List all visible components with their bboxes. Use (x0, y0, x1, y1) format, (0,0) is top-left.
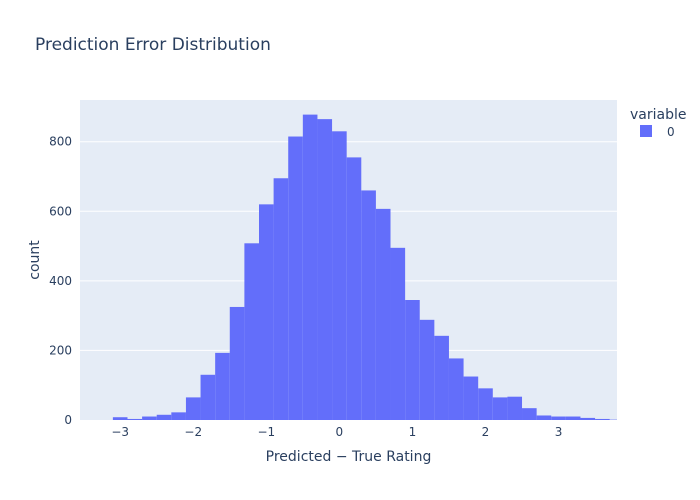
histogram-bar (346, 157, 362, 421)
histogram-bar (448, 358, 464, 420)
histogram-bar (229, 306, 245, 420)
histogram-bar (112, 417, 128, 420)
histogram-bar (127, 418, 143, 420)
y-tick-label: 0 (64, 413, 72, 427)
histogram-bar (419, 319, 435, 420)
x-tick-label: −3 (111, 425, 129, 439)
y-axis-ticks: 0 200 400 600 800 (49, 135, 72, 427)
x-axis-ticks: −3 −2 −1 0 1 2 3 (111, 425, 562, 439)
histogram-bar (580, 417, 596, 420)
x-tick-label: −2 (184, 425, 202, 439)
histogram-bar (478, 388, 493, 420)
histogram-bar (434, 335, 449, 420)
histogram-bar (522, 408, 537, 420)
histogram-bar (302, 114, 318, 420)
x-tick-label: 1 (409, 425, 417, 439)
bars (112, 114, 617, 421)
histogram-bar (390, 247, 406, 420)
histogram-bar (332, 131, 347, 420)
histogram-bar (259, 204, 274, 420)
legend-label: 0 (667, 125, 675, 139)
histogram-bar (551, 416, 566, 420)
histogram-bar (317, 119, 333, 420)
histogram-bar (565, 416, 581, 420)
chart-title: Prediction Error Distribution (35, 35, 271, 55)
histogram-bar (375, 208, 391, 420)
legend-item-0[interactable]: 0 (640, 125, 675, 139)
y-tick-label: 400 (49, 274, 72, 288)
legend-title: variable (630, 107, 686, 123)
histogram-bar (595, 418, 610, 420)
histogram-bar (288, 136, 303, 421)
histogram-bar (215, 352, 230, 420)
x-axis-title: Predicted − True Rating (266, 449, 432, 465)
histogram-bar (405, 300, 420, 420)
x-tick-label: 3 (555, 425, 563, 439)
histogram-bar (536, 415, 552, 420)
histogram-bar (273, 178, 289, 420)
histogram-bar (171, 412, 186, 420)
histogram-bar (156, 414, 172, 420)
legend-swatch (640, 125, 652, 137)
histogram-bar (185, 397, 201, 420)
histogram-bar (244, 243, 259, 420)
x-tick-label: 2 (482, 425, 490, 439)
x-tick-label: −1 (257, 425, 275, 439)
y-tick-label: 600 (49, 204, 72, 218)
y-tick-label: 800 (49, 135, 72, 149)
histogram-bar (361, 190, 376, 420)
histogram-bar (200, 374, 216, 420)
histogram-bar (507, 396, 523, 420)
y-tick-label: 200 (49, 343, 72, 357)
y-axis-title: count (27, 240, 43, 280)
legend: variable 0 (630, 107, 686, 139)
histogram-bar (463, 376, 479, 420)
x-tick-label: 0 (336, 425, 344, 439)
histogram-bar (492, 397, 508, 420)
histogram-bar (142, 416, 157, 420)
